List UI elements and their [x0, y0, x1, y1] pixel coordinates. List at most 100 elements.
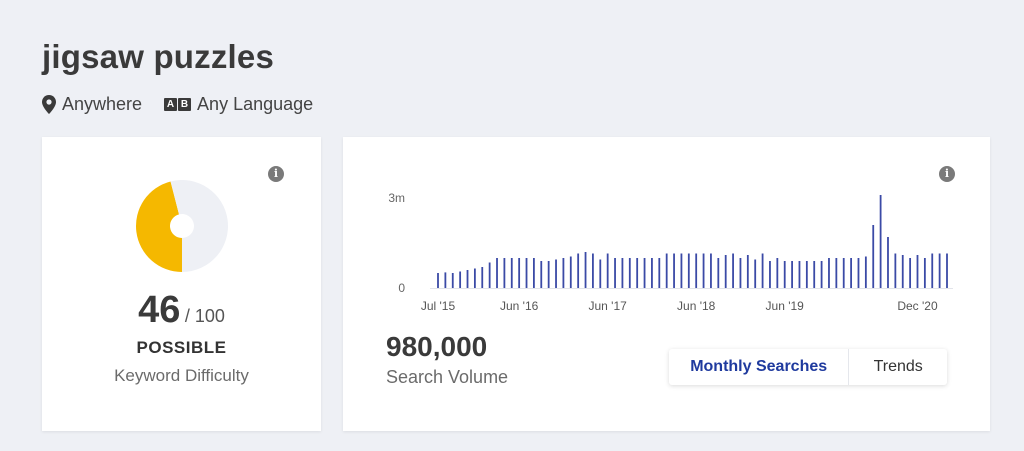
chart-bar[interactable]	[872, 225, 875, 288]
chart-bar[interactable]	[783, 261, 786, 288]
x-tick-label: Jun '19	[766, 299, 805, 313]
chart-bar[interactable]	[813, 261, 816, 288]
trends-button[interactable]: Trends	[873, 358, 923, 375]
chart-bar[interactable]	[628, 258, 631, 288]
chart-bar[interactable]	[658, 258, 661, 288]
chart-bar[interactable]	[459, 271, 462, 289]
chart-bar[interactable]	[621, 258, 624, 288]
chart-bar[interactable]	[931, 253, 934, 289]
chart-bar[interactable]	[695, 253, 698, 289]
chart-bar[interactable]	[532, 258, 535, 288]
chart-bar[interactable]	[488, 262, 491, 289]
chart-bar[interactable]	[923, 258, 926, 288]
chart-bar[interactable]	[496, 258, 498, 288]
chart-bar[interactable]	[481, 267, 484, 288]
chart-bar[interactable]	[791, 261, 793, 288]
x-tick-label: Jun '17	[589, 299, 628, 313]
chart-bar[interactable]	[547, 261, 550, 288]
chart-bar[interactable]	[879, 195, 882, 288]
difficulty-score: 46 / 100	[42, 289, 321, 332]
chart-bar[interactable]	[577, 253, 580, 289]
chart-bar[interactable]	[850, 258, 853, 288]
chart-bar[interactable]	[643, 258, 646, 288]
keyword-difficulty-card: i 46 / 100 POSSIBLE Keyword Difficulty	[42, 137, 321, 431]
chart-bar[interactable]	[584, 252, 587, 288]
monthly-searches-button[interactable]: Monthly Searches	[669, 349, 850, 385]
x-tick-label: Dec '20	[897, 299, 938, 313]
chart-bar[interactable]	[769, 261, 771, 288]
chart-bar[interactable]	[636, 258, 639, 288]
chart-bar[interactable]	[909, 258, 912, 288]
chart-mode-toggle: Monthly Searches Trends	[669, 349, 947, 385]
chart-bar[interactable]	[887, 237, 889, 288]
chart-bar[interactable]	[894, 253, 897, 289]
chart-bar[interactable]	[651, 258, 653, 288]
keyword-title: jigsaw puzzles	[42, 38, 275, 75]
map-pin-icon	[42, 95, 56, 114]
language-filter[interactable]: A B Any Language	[164, 94, 313, 115]
chart-bar[interactable]	[761, 253, 764, 289]
search-volume-card: i 0 3m Jul '15 Jun '16 Jun '17 Jun '18 Jun '19…	[343, 137, 990, 431]
chart-bar[interactable]	[746, 255, 749, 288]
chart-bar[interactable]	[466, 270, 469, 288]
difficulty-status: POSSIBLE	[136, 338, 227, 357]
chart-bar[interactable]	[518, 258, 521, 288]
chart-bar[interactable]	[857, 258, 860, 288]
language-label: Any Language	[197, 94, 314, 114]
chart-bar[interactable]	[798, 261, 801, 288]
chart-bar[interactable]	[569, 256, 572, 289]
chart-bar[interactable]	[702, 253, 705, 289]
chart-bar[interactable]	[842, 258, 845, 288]
chart-bar[interactable]	[606, 253, 609, 289]
chart-bar[interactable]	[451, 273, 454, 288]
chart-bar[interactable]	[599, 259, 602, 289]
chart-bar[interactable]	[805, 261, 808, 288]
chart-bar[interactable]	[739, 258, 742, 288]
chart-bar[interactable]	[562, 258, 565, 288]
chart-bar[interactable]	[828, 258, 830, 288]
chart-bar[interactable]	[710, 253, 712, 289]
translate-icon: A B	[164, 98, 192, 111]
chart-bar[interactable]	[437, 273, 439, 288]
chart-bar[interactable]	[717, 258, 720, 288]
x-tick-label: Jul '15	[421, 299, 456, 313]
chart-bar[interactable]	[916, 255, 919, 288]
difficulty-gauge	[135, 180, 228, 272]
keyword-filters: Anywhere A B Any Language	[42, 94, 335, 115]
chart-bar[interactable]	[724, 255, 727, 288]
x-tick-label: Jun '18	[677, 299, 716, 313]
chart-bar[interactable]	[901, 255, 904, 288]
chart-bar[interactable]	[687, 253, 690, 289]
chart-bar[interactable]	[555, 259, 557, 289]
chart-bar[interactable]	[732, 253, 734, 289]
chart-bar[interactable]	[946, 253, 948, 289]
chart-bar[interactable]	[614, 258, 616, 288]
chart-bar[interactable]	[510, 258, 513, 288]
difficulty-gauge-filled	[135, 181, 182, 272]
chart-bar[interactable]	[864, 256, 867, 289]
translate-icon-char-2: B	[178, 98, 192, 111]
chart-bar[interactable]	[540, 261, 543, 288]
search-volume-label: Search Volume	[386, 367, 509, 387]
chart-bar[interactable]	[503, 258, 506, 288]
chart-bar[interactable]	[754, 259, 757, 289]
chart-bar[interactable]	[835, 258, 838, 288]
location-filter[interactable]: Anywhere	[42, 94, 142, 115]
info-icon[interactable]: i	[939, 166, 955, 182]
chart-bar[interactable]	[525, 258, 528, 288]
y-tick-label: 0	[398, 281, 405, 295]
difficulty-label: Keyword Difficulty	[114, 366, 249, 385]
chart-bar[interactable]	[673, 253, 675, 289]
chart-bar[interactable]	[473, 268, 476, 289]
y-tick-label: 3m	[388, 191, 405, 205]
chart-bar[interactable]	[776, 258, 779, 288]
chart-bar[interactable]	[938, 253, 941, 289]
search-volume-value: 980,000	[386, 331, 488, 362]
chart-bar[interactable]	[444, 272, 447, 288]
chart-bar[interactable]	[820, 261, 823, 288]
difficulty-score-max: / 100	[184, 306, 225, 326]
chart-bar[interactable]	[665, 253, 668, 289]
info-icon[interactable]: i	[268, 166, 284, 182]
chart-bar[interactable]	[592, 253, 594, 289]
chart-bar[interactable]	[680, 253, 683, 289]
